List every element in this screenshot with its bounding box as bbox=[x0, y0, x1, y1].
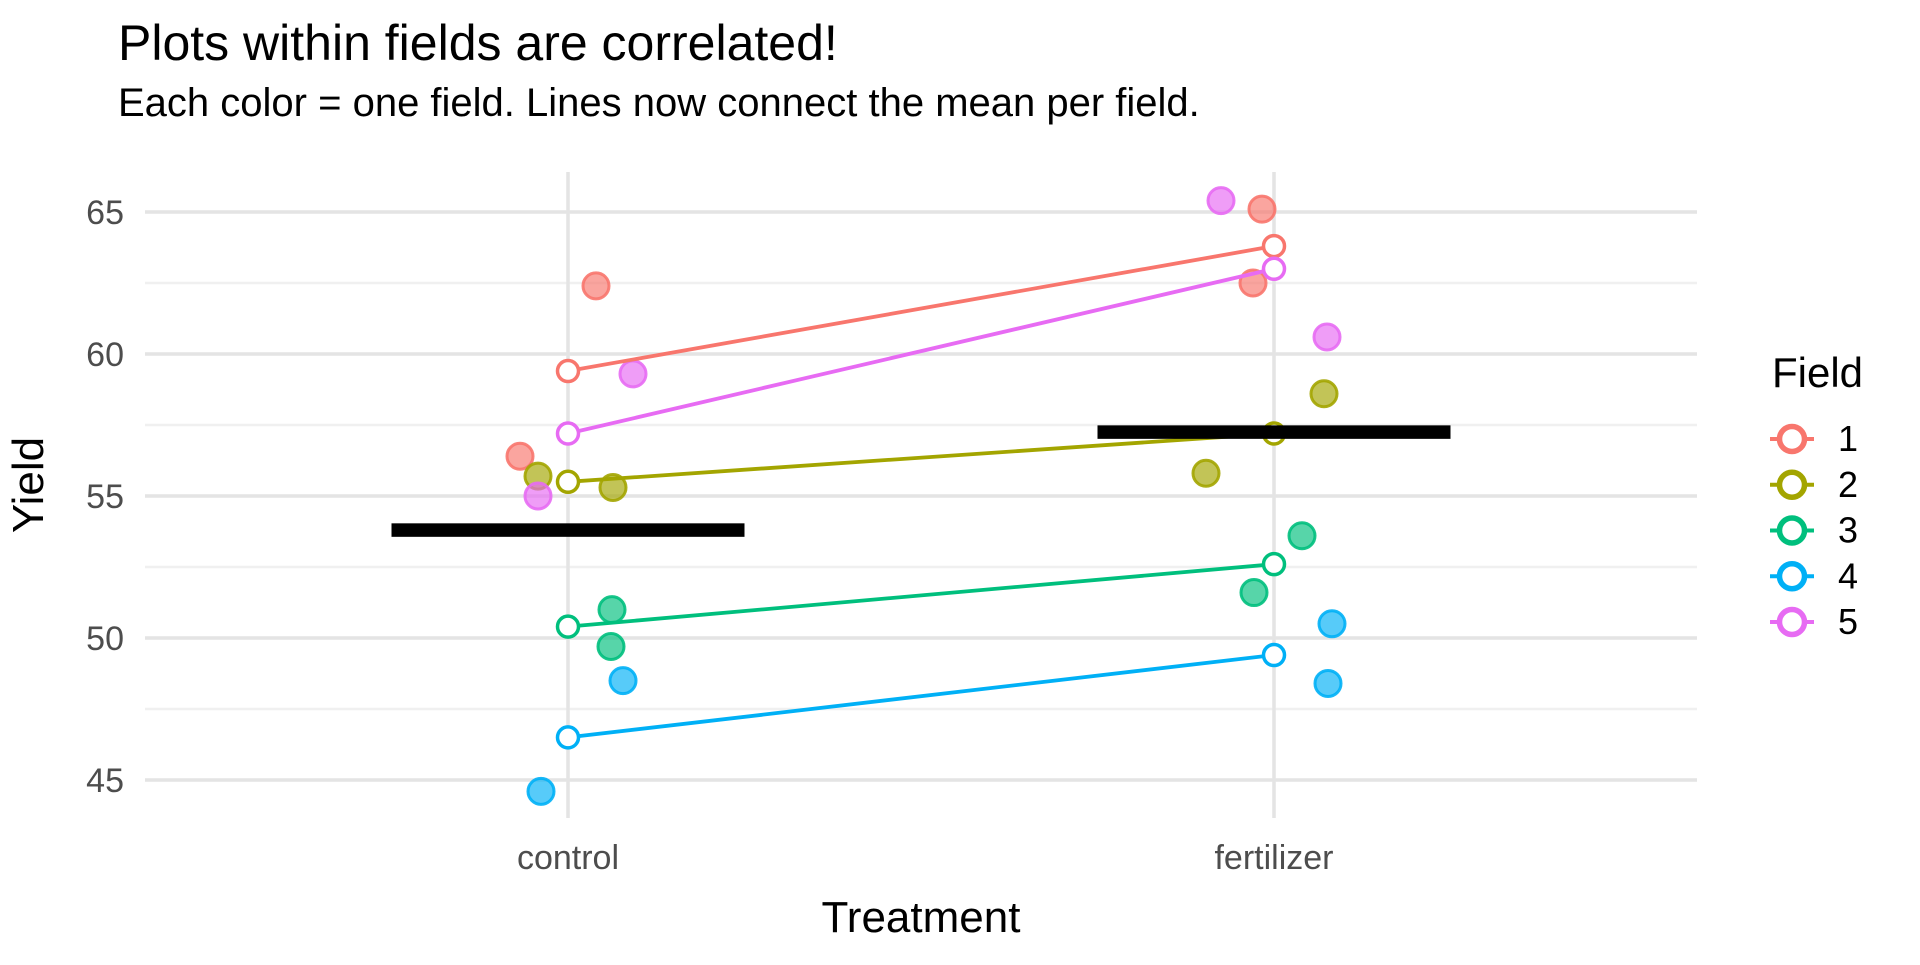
field-data-points bbox=[505, 186, 1347, 806]
legend-item-field-2: 2 bbox=[1770, 464, 1858, 505]
x-axis-title: Treatment bbox=[822, 893, 1021, 942]
legend-item-label: 2 bbox=[1838, 464, 1858, 505]
x-axis-tick-labels: control fertilizer bbox=[517, 839, 1334, 877]
mean-line-field-5 bbox=[567, 266, 1275, 436]
legend: Field 1 2 34 5 bbox=[1770, 349, 1863, 642]
x-tick-label: fertilizer bbox=[1214, 839, 1333, 877]
legend-key-circle bbox=[1776, 469, 1808, 500]
mean-point-field-1 bbox=[1261, 233, 1287, 259]
legend-key-circle bbox=[1776, 423, 1808, 455]
y-axis-title: Yield bbox=[4, 437, 53, 533]
data-point-field-1 bbox=[581, 271, 611, 301]
legend-key-circle bbox=[1776, 606, 1808, 638]
legend-item-field-3: 3 bbox=[1770, 510, 1858, 551]
data-point-field-5 bbox=[523, 481, 553, 511]
gridlines-minor bbox=[145, 281, 1697, 711]
data-point-field-3 bbox=[1239, 578, 1269, 608]
y-tick-label: 45 bbox=[86, 762, 124, 800]
data-point-field-5 bbox=[1312, 322, 1342, 352]
mean-point-field-4 bbox=[1261, 642, 1287, 668]
data-point-field-2 bbox=[1309, 379, 1339, 409]
x-tick-label: control bbox=[517, 839, 619, 877]
legend-item-field-5: 5 bbox=[1770, 601, 1858, 642]
y-tick-label: 55 bbox=[86, 478, 124, 516]
chart-subtitle: Each color = one field. Lines now connec… bbox=[118, 81, 1200, 125]
treatment-mean-bar-control bbox=[391, 523, 745, 537]
data-point-field-5 bbox=[618, 359, 648, 389]
data-point-field-3 bbox=[1287, 521, 1317, 551]
legend-item-label: 3 bbox=[1838, 510, 1858, 551]
data-point-field-5 bbox=[1206, 186, 1236, 216]
legend-title: Field bbox=[1772, 349, 1863, 396]
mean-point-field-5 bbox=[555, 421, 581, 446]
legend-item-label: 5 bbox=[1838, 601, 1858, 642]
y-axis-tick-labels: 65 60 55 50 45 bbox=[86, 194, 124, 800]
mean-line-field-2 bbox=[567, 431, 1275, 484]
chart-title: Plots within fields are correlated! bbox=[118, 15, 838, 71]
legend-item-label: 1 bbox=[1838, 418, 1858, 459]
mean-point-field-5 bbox=[1261, 256, 1287, 282]
data-point-field-3 bbox=[596, 632, 626, 662]
legend-key-circle bbox=[1776, 561, 1808, 592]
data-point-field-4 bbox=[526, 776, 556, 806]
data-point-field-4 bbox=[608, 666, 638, 696]
treatment-mean-bar-fertilizer bbox=[1097, 425, 1451, 439]
mean-point-field-3 bbox=[555, 614, 581, 639]
y-tick-label: 50 bbox=[86, 620, 124, 658]
legend-item-field-1: 1 bbox=[1770, 418, 1858, 459]
legend-item-field-4: 4 bbox=[1770, 555, 1858, 596]
legend-items: 1 2 34 5 bbox=[1770, 418, 1858, 642]
mean-line-field-1 bbox=[567, 244, 1275, 373]
treatment-mean-bars bbox=[391, 425, 1451, 537]
mean-line-field-4 bbox=[567, 653, 1275, 740]
mean-point-field-1 bbox=[555, 358, 581, 384]
data-point-field-2 bbox=[1191, 458, 1221, 488]
data-point-field-3 bbox=[597, 595, 627, 625]
data-point-field-4 bbox=[1317, 609, 1347, 639]
data-point-field-1 bbox=[1247, 194, 1277, 224]
data-point-field-1 bbox=[505, 441, 535, 471]
legend-item-label: 4 bbox=[1838, 555, 1858, 596]
y-tick-label: 65 bbox=[86, 194, 124, 232]
legend-key-circle bbox=[1776, 515, 1808, 546]
data-point-field-4 bbox=[1313, 668, 1343, 698]
mean-point-field-3 bbox=[1261, 551, 1287, 577]
y-tick-label: 60 bbox=[86, 336, 124, 374]
mean-point-field-4 bbox=[555, 725, 581, 750]
mean-point-field-2 bbox=[555, 469, 581, 495]
mean-line-field-3 bbox=[567, 562, 1275, 629]
